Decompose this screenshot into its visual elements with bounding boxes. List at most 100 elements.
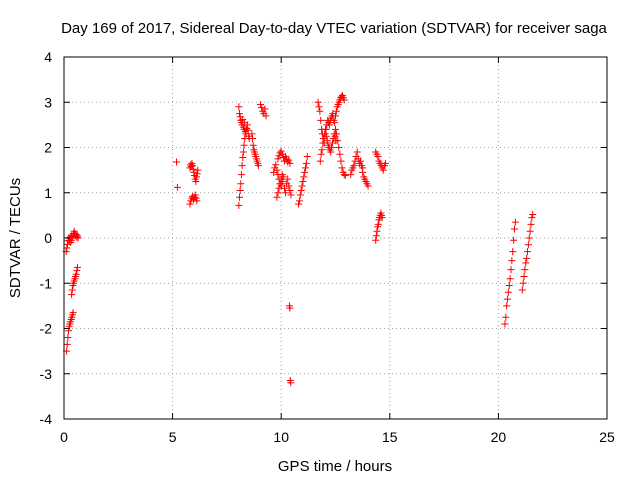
data-point bbox=[237, 171, 245, 179]
x-tick-labels: 0 5 10 15 20 25 bbox=[60, 429, 615, 445]
data-point bbox=[335, 144, 343, 151]
data-point bbox=[235, 193, 243, 201]
data-point bbox=[193, 197, 201, 205]
series-arc_9.9a bbox=[270, 161, 295, 199]
data-point bbox=[341, 172, 349, 180]
data-point bbox=[286, 159, 294, 167]
data-point bbox=[240, 141, 248, 149]
data-point bbox=[347, 171, 355, 179]
data-point bbox=[359, 168, 367, 176]
data-point bbox=[510, 225, 518, 233]
data-point bbox=[235, 103, 243, 111]
data-point bbox=[73, 263, 81, 271]
data-point bbox=[295, 200, 303, 208]
data-point bbox=[507, 266, 515, 274]
x-tick-label: 25 bbox=[599, 429, 615, 445]
data-point bbox=[323, 137, 331, 145]
data-point bbox=[273, 193, 281, 201]
data-point bbox=[374, 220, 382, 228]
data-point bbox=[504, 295, 512, 303]
series-arc_8.1b bbox=[235, 134, 249, 209]
series-arc_10.4 bbox=[285, 302, 295, 387]
data-point bbox=[503, 302, 511, 310]
data-point bbox=[334, 137, 342, 145]
y-tick-label: 3 bbox=[44, 94, 52, 110]
data-point bbox=[327, 148, 335, 156]
data-point bbox=[510, 236, 518, 244]
y-tick-labels: -4 -3 -2 -1 0 1 2 3 4 bbox=[40, 49, 53, 427]
data-point bbox=[528, 214, 536, 222]
data-point bbox=[340, 171, 348, 179]
data-point bbox=[238, 162, 246, 170]
data-point bbox=[337, 157, 345, 165]
data-point bbox=[189, 162, 197, 170]
data-point bbox=[300, 173, 308, 181]
data-point bbox=[379, 166, 387, 174]
data-point bbox=[68, 291, 76, 299]
data-point bbox=[237, 180, 245, 188]
series-arc_9.9b bbox=[274, 147, 294, 167]
data-point bbox=[257, 101, 265, 109]
data-point bbox=[285, 182, 293, 190]
series-arc_8.8 bbox=[248, 130, 262, 170]
data-point bbox=[338, 164, 346, 172]
data-point bbox=[194, 166, 202, 174]
data-point bbox=[236, 186, 244, 194]
data-point bbox=[286, 186, 294, 194]
data-point bbox=[526, 227, 534, 235]
data-point bbox=[364, 182, 372, 190]
data-point bbox=[63, 340, 71, 348]
data-point bbox=[527, 220, 535, 228]
x-tick-label: 5 bbox=[169, 429, 177, 445]
data-point bbox=[74, 234, 82, 242]
data-point bbox=[248, 130, 256, 138]
data-point bbox=[273, 166, 281, 174]
y-tick-label: -3 bbox=[40, 366, 53, 382]
data-point bbox=[298, 182, 306, 190]
series-arc_9.2 bbox=[257, 101, 270, 120]
data-point bbox=[529, 210, 537, 218]
data-point bbox=[261, 105, 269, 113]
data-point bbox=[378, 214, 386, 222]
y-tick-label: -1 bbox=[40, 275, 53, 291]
data-point bbox=[502, 313, 510, 321]
data-point bbox=[64, 334, 72, 342]
data-point bbox=[519, 279, 527, 287]
series-arc_5.9b bbox=[186, 191, 201, 208]
data-point bbox=[286, 304, 294, 312]
data-point bbox=[69, 309, 77, 317]
grid-lines bbox=[64, 57, 607, 419]
y-tick-label: 2 bbox=[44, 140, 52, 156]
data-point bbox=[284, 175, 292, 183]
y-tick-label: -4 bbox=[40, 411, 53, 427]
data-point bbox=[322, 132, 330, 140]
data-point bbox=[332, 125, 339, 133]
data-point bbox=[314, 98, 322, 106]
series-arc_11.9b bbox=[316, 125, 340, 165]
data-point bbox=[322, 125, 330, 133]
data-point bbox=[243, 124, 251, 132]
data-point bbox=[524, 248, 532, 256]
data-point bbox=[282, 189, 290, 197]
data-point bbox=[353, 148, 361, 156]
series-arc_0.0d bbox=[68, 263, 81, 299]
data-point bbox=[297, 186, 305, 194]
series-arc_0.0b bbox=[63, 309, 77, 355]
series-arc_10.9 bbox=[295, 153, 311, 208]
series-arc_0.0c bbox=[68, 227, 82, 244]
axis-ticks bbox=[63, 56, 608, 420]
x-axis-label: GPS time / hours bbox=[278, 458, 392, 475]
data-point bbox=[272, 161, 280, 169]
data-point bbox=[186, 200, 194, 208]
data-point bbox=[316, 157, 324, 165]
data-point bbox=[249, 141, 257, 149]
data-point bbox=[173, 183, 181, 191]
x-tick-label: 0 bbox=[60, 429, 68, 445]
data-point bbox=[333, 130, 341, 138]
data-point bbox=[241, 134, 249, 142]
series-arc_20.5 bbox=[501, 218, 519, 328]
data-point bbox=[301, 168, 309, 176]
data-point bbox=[328, 144, 336, 151]
data-point bbox=[506, 275, 514, 283]
